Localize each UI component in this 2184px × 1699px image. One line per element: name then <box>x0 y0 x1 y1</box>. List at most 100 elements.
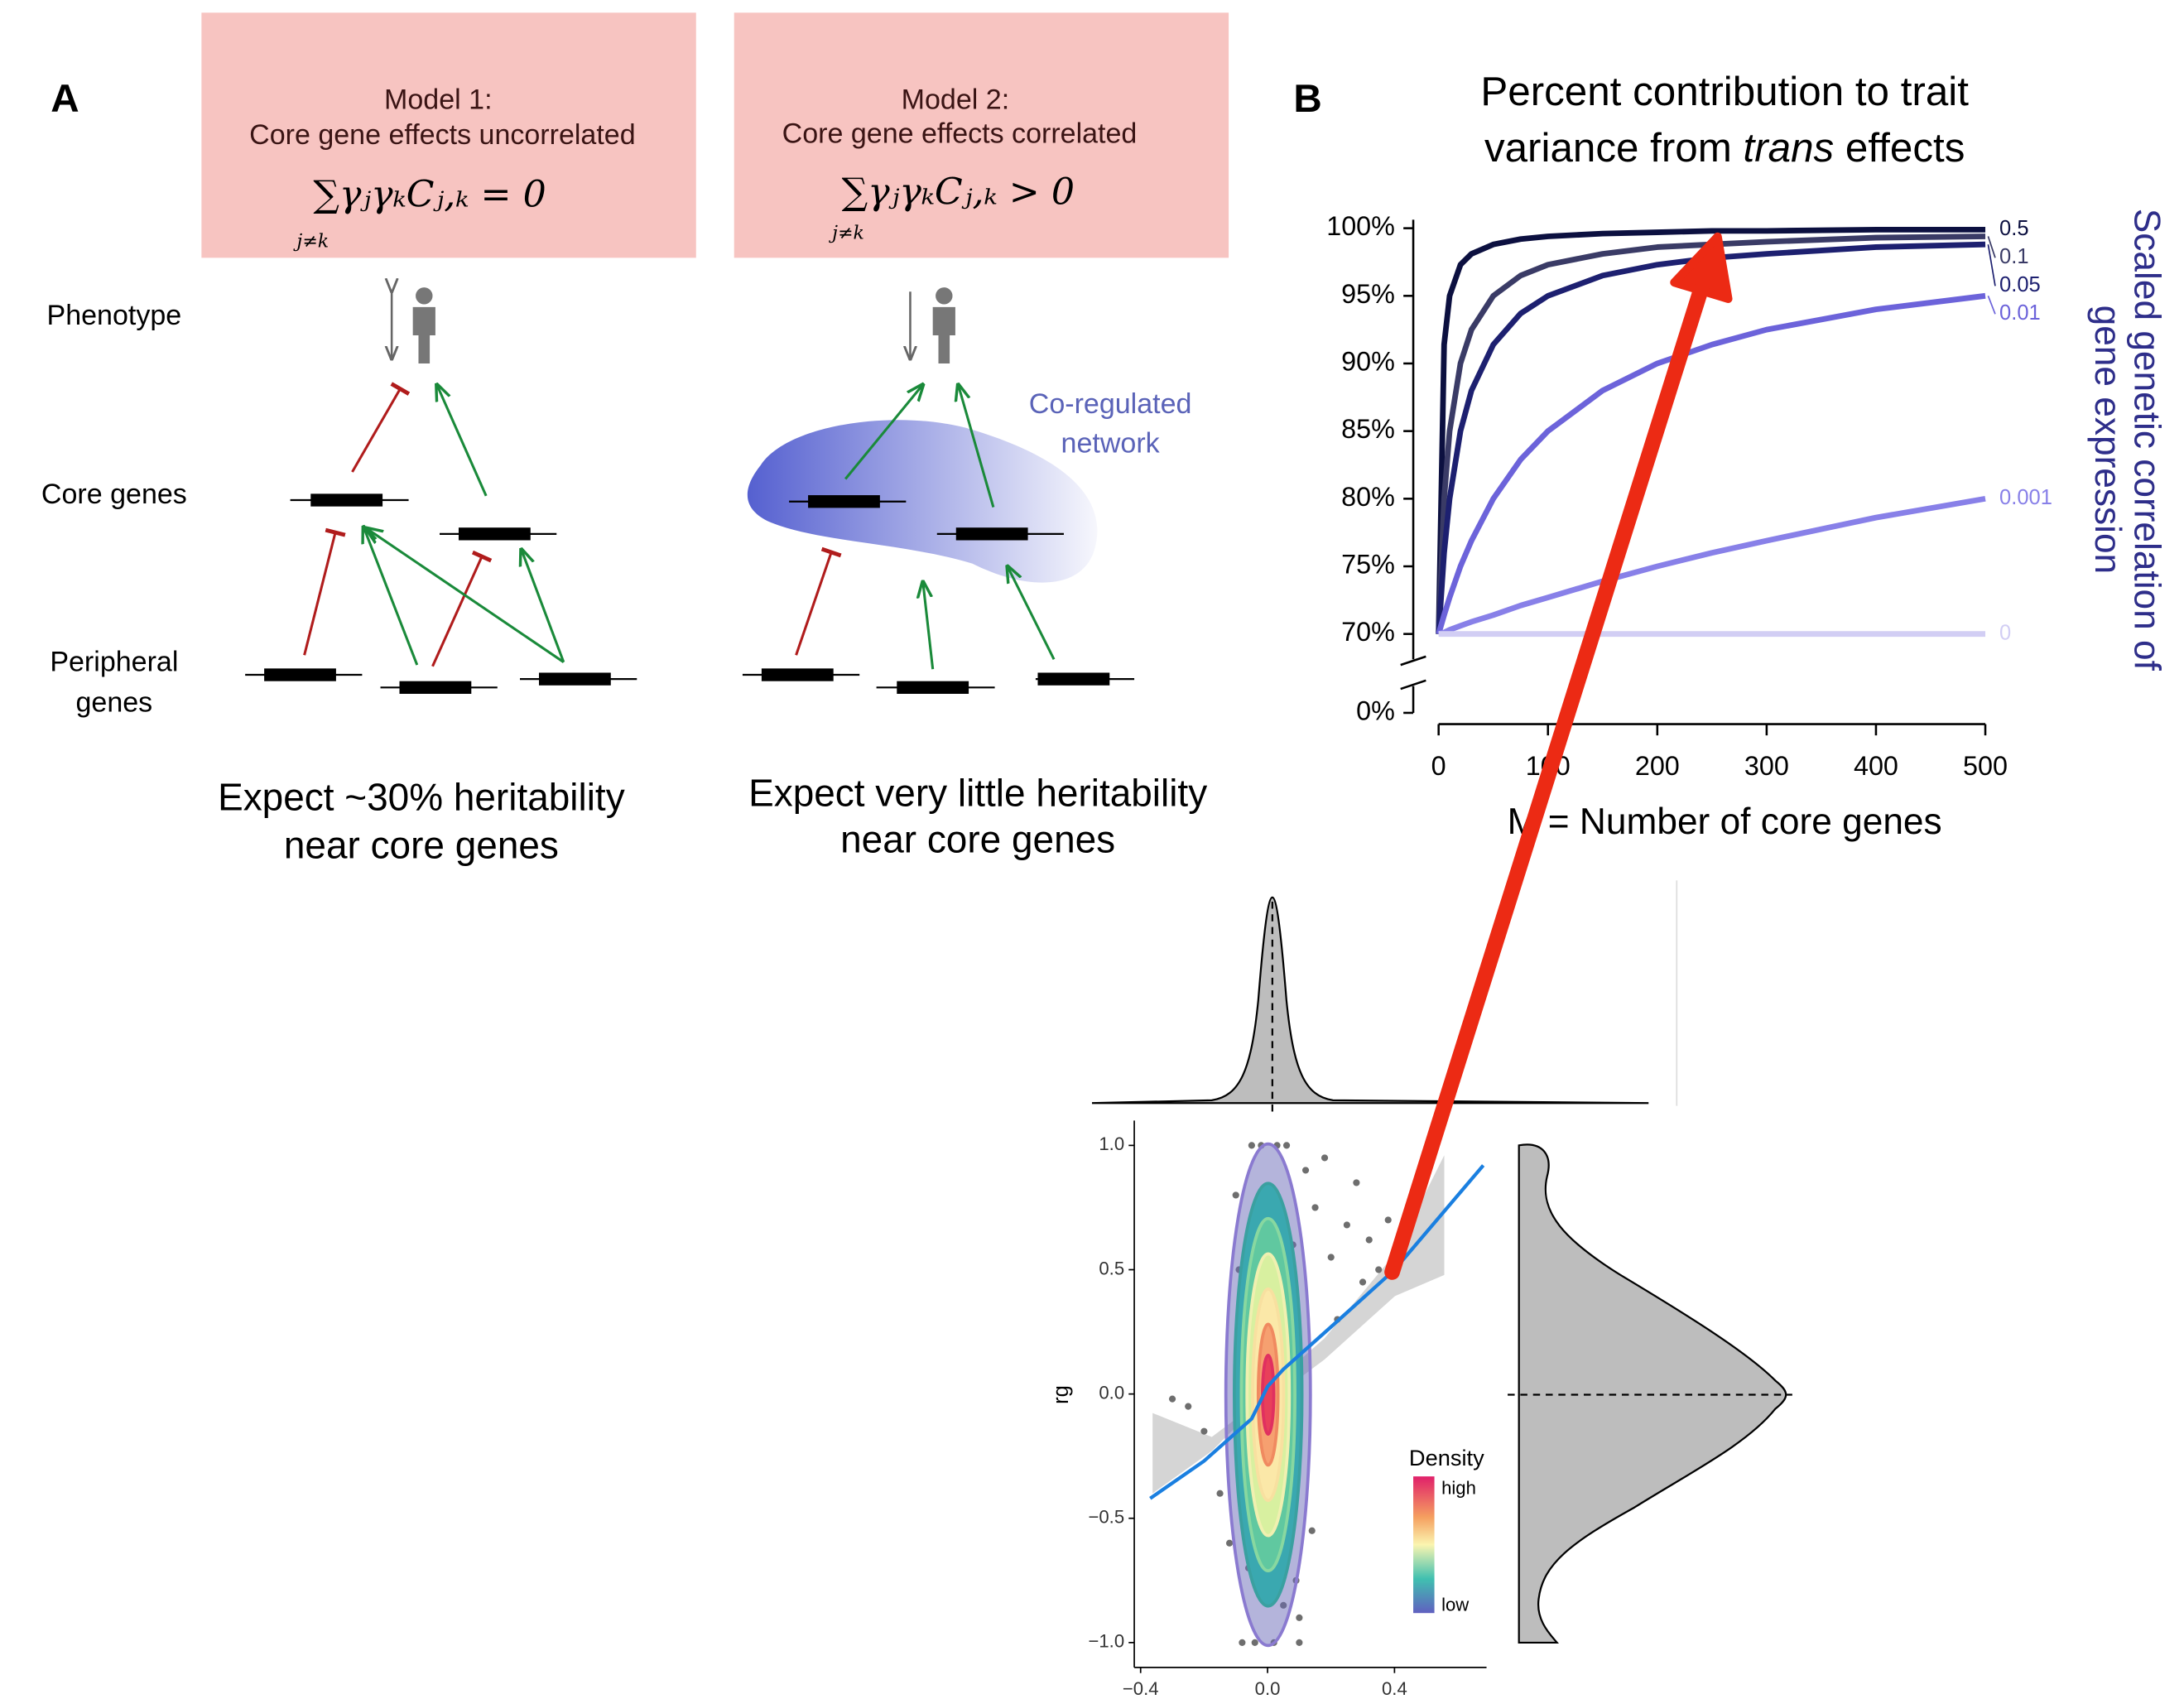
legend-label: high <box>1441 1477 1476 1498</box>
y-tick-label: 0.5 <box>1099 1258 1124 1278</box>
point <box>1216 1490 1224 1497</box>
point <box>1321 1154 1329 1162</box>
axis-break <box>1400 655 1426 667</box>
point <box>1200 1427 1208 1435</box>
legend-label: low <box>1441 1595 1470 1615</box>
series-line <box>1436 226 1986 634</box>
y-tick-label: 80% <box>1341 482 1395 512</box>
caption: near core genes <box>284 823 559 866</box>
network-blob <box>747 420 1098 583</box>
x-tick-label: 200 <box>1635 751 1680 781</box>
fit-line <box>1149 1164 1485 1500</box>
point <box>1251 1639 1258 1646</box>
point <box>1353 1179 1360 1186</box>
point <box>1375 1266 1383 1273</box>
point <box>1308 1527 1316 1534</box>
title-part: variance from <box>1484 125 1744 171</box>
caption: Expect ~30% heritability <box>218 776 625 819</box>
label-leader <box>1987 296 1996 315</box>
axis-break <box>1400 679 1426 691</box>
point <box>1327 1254 1335 1261</box>
formula: ∑γⱼγₖCⱼ,ₖ = 0 <box>313 174 546 216</box>
formula: ∑γⱼγₖCⱼ,ₖ > 0 <box>842 171 1075 213</box>
y-tick-label: 0% <box>1356 696 1395 726</box>
row-label: genes <box>76 687 153 719</box>
series-line <box>1436 241 1986 634</box>
point <box>1225 1539 1234 1547</box>
point <box>1168 1395 1176 1403</box>
regulation-arrows <box>303 385 565 667</box>
point <box>1359 1278 1367 1286</box>
formula-index: j≠k <box>828 222 864 243</box>
series-title: gene expression <box>2087 306 2128 575</box>
panel-label: A <box>51 77 79 121</box>
panel-a: A Model 1: Core gene effects uncorrelate… <box>41 12 1229 866</box>
genes <box>245 493 637 694</box>
series-label: 0.5 <box>1999 217 2028 240</box>
label-leader <box>1987 244 1996 286</box>
point <box>1296 1614 1303 1621</box>
y-tick-label: 75% <box>1341 550 1395 580</box>
caption: Expect very little heritability <box>748 771 1207 814</box>
series-label: 0.01 <box>1999 301 2041 325</box>
x-tick-label: 0.4 <box>1382 1678 1407 1699</box>
point <box>1239 1639 1246 1646</box>
series-label: 0.1 <box>1999 245 2028 268</box>
network-label: Co-regulated <box>1029 388 1192 420</box>
title-part: trans <box>1744 125 1835 171</box>
chart-title: Percent contribution to trait <box>1480 69 1969 114</box>
y-axis-label: rg <box>1050 1385 1073 1404</box>
model-subtitle: Core gene effects correlated <box>782 118 1138 149</box>
series-line <box>1437 495 1986 637</box>
x-tick-label: −0.4 <box>1123 1678 1159 1699</box>
network-label: network <box>1061 428 1161 460</box>
point <box>1311 1204 1319 1211</box>
genes <box>742 495 1135 694</box>
x-axis-label: rp <box>1301 1697 1320 1699</box>
y-tick-label: 90% <box>1341 347 1395 377</box>
x-tick-label: 500 <box>1963 751 2008 781</box>
row-label: Peripheral <box>50 646 178 677</box>
point <box>1282 1142 1291 1149</box>
row-label: Phenotype <box>47 300 182 331</box>
series-label: 0.05 <box>1999 273 2041 296</box>
marginal-density <box>1518 1143 1787 1644</box>
y-tick-label: 0.0 <box>1099 1382 1124 1403</box>
x-axis-label: M = Number of core genes <box>1508 801 1942 842</box>
series-label: 0.001 <box>1999 486 2052 509</box>
series-label: 0 <box>1999 621 2011 644</box>
model-title: Model 2: <box>902 84 1009 115</box>
point <box>1232 1191 1239 1199</box>
point <box>1365 1236 1373 1244</box>
title-part: effects <box>1834 125 1965 171</box>
point <box>1343 1221 1350 1229</box>
y-tick-label: 100% <box>1326 211 1395 241</box>
y-tick-label: 85% <box>1341 414 1395 444</box>
point <box>1185 1403 1192 1410</box>
series-title: Scaled genetic correlation of <box>2127 209 2167 671</box>
point <box>1301 1167 1310 1174</box>
marginal-density <box>1091 896 1649 1105</box>
annotation-arrow <box>1384 232 1733 1280</box>
legend-gradient <box>1413 1476 1435 1614</box>
point <box>1248 1142 1255 1149</box>
chart-title: variance from trans effects <box>1484 125 1965 171</box>
y-tick-label: −0.5 <box>1088 1507 1124 1528</box>
series-line <box>1436 292 1986 635</box>
x-tick-label: 0.0 <box>1255 1678 1281 1699</box>
label-leader <box>1987 236 1996 258</box>
model-subtitle: Core gene effects uncorrelated <box>249 119 635 151</box>
point <box>1384 1216 1392 1224</box>
x-tick-label: 0 <box>1431 751 1446 781</box>
model-title: Model 1: <box>384 84 492 115</box>
panel-b: B Percent contribution to trait variance… <box>1293 69 2167 842</box>
y-tick-label: 1.0 <box>1099 1133 1124 1154</box>
panel-scatter: Density high low rg rp −1.0 −0.5 0.0 0.5 1.0… <box>1050 880 1792 1699</box>
row-label: Core genes <box>41 479 187 510</box>
regulation-arrows <box>795 385 1056 670</box>
series-line <box>1436 233 1986 634</box>
y-tick-label: −1.0 <box>1088 1631 1124 1652</box>
x-tick-label: 300 <box>1744 751 1789 781</box>
